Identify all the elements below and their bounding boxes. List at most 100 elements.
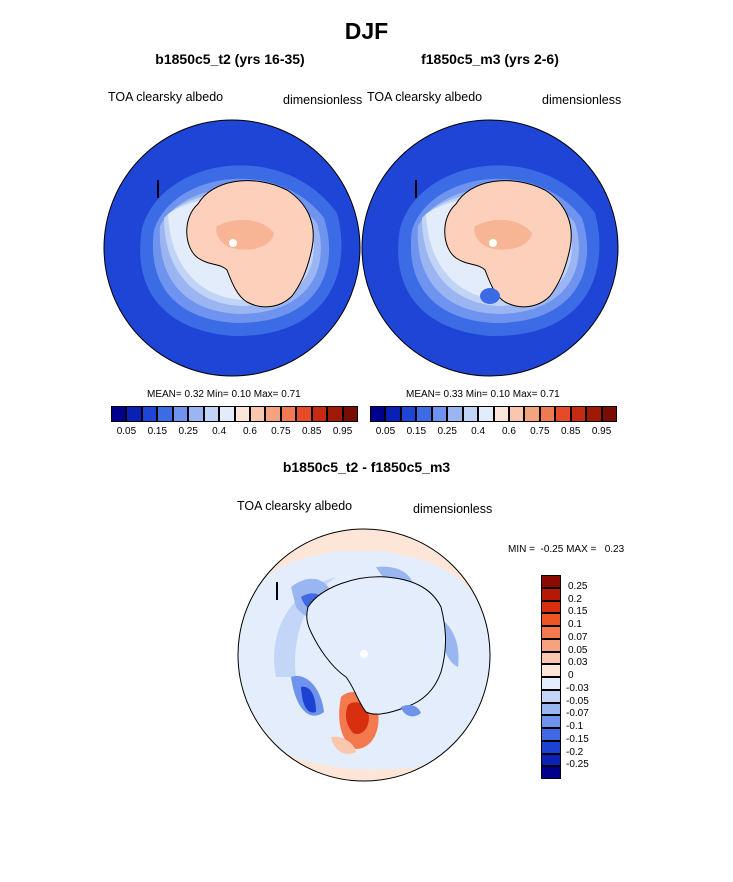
panel-2-colorbar-swatch: [416, 406, 432, 422]
diff-colorbar-tick-label: 0.2: [568, 593, 582, 605]
figure-title: DJF: [344, 18, 389, 44]
panel-2-colorbar-tick-label: 0.85: [560, 426, 581, 437]
panel-1-colorbar-tick-label: 0.4: [212, 426, 227, 437]
panel-1-colorbar-swatch: [188, 406, 204, 422]
diff-colorbar-swatch: [541, 664, 561, 677]
diff-colorbar-tick-label: -0.2: [566, 746, 584, 758]
diff-colorbar-tick-label: 0.25: [568, 580, 588, 592]
panel-2-colorbar-swatch: [370, 406, 386, 422]
panel-2-colorbar-swatch: [385, 406, 401, 422]
panel-1-polar-map: [103, 119, 361, 377]
panel-2-max-value: 0.71: [540, 389, 560, 400]
panel-2-stats: MEAN= 0.33 Min= 0.10 Max= 0.71: [406, 389, 560, 400]
panel-1-colorbar-swatch: [311, 406, 328, 422]
panel-2-units-label: dimensionless: [542, 93, 622, 107]
panel-1-colorbar-swatch: [342, 406, 358, 422]
panel-2-colorbar-swatch: [462, 406, 479, 422]
diff-colorbar-swatch: [541, 638, 561, 652]
panel-1-colorbar-swatch: [296, 406, 312, 422]
panel-2-colorbar-swatch: [601, 406, 617, 422]
panel-1-mean-label: MEAN=: [147, 389, 182, 400]
diff-colorbar-swatch: [541, 575, 561, 588]
diff-minmax-text: MIN = -0.25 MAX = 0.23: [508, 544, 625, 555]
diff-colorbar-tick-label: -0.03: [566, 682, 589, 694]
panel-2-case-title: f1850c5_m3 (yrs 2-6): [421, 51, 559, 67]
panel-2-colorbar-swatch: [508, 406, 525, 422]
diff-colorbar-swatch: [541, 728, 561, 741]
panel-1-colorbar-swatch: [265, 406, 281, 422]
panel-1-colorbar-swatch: [203, 406, 220, 422]
panel-1-min-value: 0.10: [231, 389, 251, 400]
diff-colorbar-swatch: [541, 689, 561, 703]
panel-2-colorbar-tick-label: 0.15: [406, 426, 427, 437]
panel-1-colorbar: [111, 406, 358, 422]
panel-1-colorbar-swatch: [249, 406, 266, 422]
panel-1-mean-value: 0.32: [184, 389, 204, 400]
panel-2-colorbar-tick-label: 0.25: [437, 426, 457, 437]
panel-2-colorbar: [370, 406, 617, 422]
panel-1-colorbar-tick-label: 0.15: [147, 426, 168, 437]
panel-2-mean-value: 0.33: [443, 389, 463, 400]
panel-1-colorbar-tick-label: 0.05: [116, 426, 137, 437]
diff-colorbar-tick-label: 0.15: [568, 606, 588, 618]
diff-colorbar-swatch: [541, 753, 561, 767]
panel-1-max-label: Max=: [253, 389, 279, 400]
panel-2-max-label: Max=: [512, 389, 538, 400]
panel-1-stats: MEAN= 0.32 Min= 0.10 Max= 0.71: [147, 389, 301, 400]
panel-1-min-label: Min=: [206, 389, 229, 400]
panel-1-colorbar-tick-label: 0.25: [178, 426, 198, 437]
panel-1-colorbar-swatch: [126, 406, 142, 422]
diff-colorbar-tick-label: 0.03: [568, 657, 588, 669]
panel-2-colorbar-swatch: [570, 406, 587, 422]
diff-colorbar-swatch: [541, 651, 561, 665]
panel-2-colorbar-tick-label: 0.75: [530, 426, 550, 437]
panel-1-max-value: 0.71: [281, 389, 301, 400]
panel-2-colorbar-swatch: [478, 406, 494, 422]
diff-colorbar-swatch: [541, 600, 561, 614]
panel-1-variable-label: TOA clearsky albedo: [108, 90, 224, 104]
diff-colorbar-swatch: [541, 613, 561, 626]
diff-colorbar-tick-label: 0.07: [568, 631, 588, 643]
diff-colorbar-swatch: [541, 677, 561, 690]
panel-2-mean-label: MEAN=: [406, 389, 441, 400]
panel-2-colorbar-swatch: [431, 406, 448, 422]
diff-colorbar-swatch: [541, 626, 561, 639]
panel-2-variable-label: TOA clearsky albedo: [367, 90, 483, 104]
panel-1-colorbar-tick-label: 0.75: [271, 426, 291, 437]
panel-1-colorbar-tick-label: 0.95: [332, 426, 353, 437]
panel-2-colorbar-tick-label: 0.05: [375, 426, 396, 437]
panel-1-colorbar-ticks: 0.05 0.15 0.25 0.4 0.6 0.75 0.85 0.95: [111, 426, 358, 440]
panel-2-colorbar-swatch: [539, 406, 556, 422]
diff-colorbar-swatch: [541, 766, 561, 779]
panel-2-colorbar-swatch: [586, 406, 602, 422]
panel-2-min-value: 0.10: [490, 389, 510, 400]
diff-panel-title: b1850c5_t2 - f1850c5_m3: [282, 459, 451, 475]
diff-colorbar-tick-label: -0.25: [566, 759, 589, 771]
diff-colorbar-tick-label: 0.05: [568, 644, 588, 656]
diff-variable-label: TOA clearsky albedo: [237, 499, 353, 513]
panel-2-colorbar-swatch: [524, 406, 540, 422]
panel-1-colorbar-tick-label: 0.85: [301, 426, 322, 437]
diff-units-label: dimensionless: [413, 502, 493, 516]
panel-2-colorbar-swatch: [400, 406, 417, 422]
diff-polar-map: [237, 528, 491, 782]
diff-colorbar-swatch: [541, 715, 561, 728]
panel-1-colorbar-swatch: [327, 406, 343, 422]
panel-2-colorbar-ticks: 0.05 0.15 0.25 0.4 0.6 0.75 0.85 0.95: [370, 426, 617, 440]
panel-1-colorbar-swatch: [234, 406, 250, 422]
diff-colorbar-swatch: [541, 702, 561, 716]
diff-colorbar-tick-label: -0.07: [566, 708, 589, 720]
panel-1-units-label: dimensionless: [283, 93, 363, 107]
panel-2-colorbar-swatch: [555, 406, 571, 422]
diff-colorbar-tick-label: -0.05: [566, 695, 589, 707]
panel-2-colorbar-tick-label: 0.6: [501, 426, 516, 437]
panel-2-min-label: Min=: [465, 389, 488, 400]
panel-1-colorbar-swatch: [219, 406, 235, 422]
panel-2-colorbar-swatch: [493, 406, 509, 422]
diff-colorbar-swatch: [541, 740, 561, 754]
diff-colorbar: [541, 575, 561, 779]
panel-2-colorbar-tick-label: 0.95: [591, 426, 612, 437]
panel-1-case-title: b1850c5_t2 (yrs 16-35): [155, 51, 305, 67]
diff-colorbar-tick-label: -0.1: [566, 721, 584, 732]
panel-2-colorbar-tick-label: 0.4: [471, 426, 486, 437]
